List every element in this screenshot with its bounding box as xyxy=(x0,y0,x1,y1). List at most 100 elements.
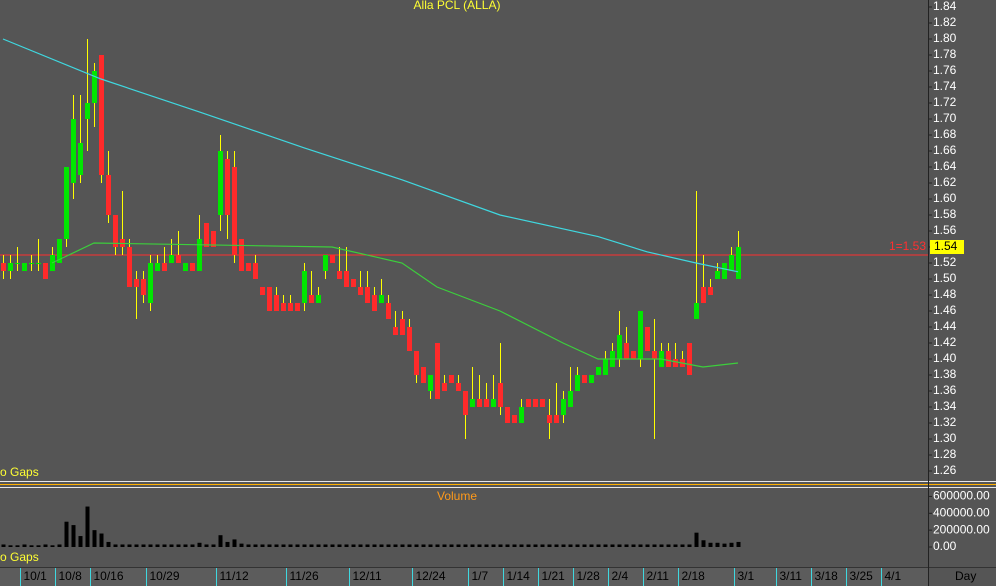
candle-body xyxy=(470,399,475,407)
volume-bar xyxy=(617,544,622,547)
candle-body xyxy=(603,359,608,375)
candle-body xyxy=(379,295,384,303)
candle-body xyxy=(687,343,692,375)
volume-bar xyxy=(540,544,545,547)
volume-bar xyxy=(407,544,412,547)
y-tick-label: 1.68 xyxy=(933,127,957,141)
x-tick-label: 3/18 xyxy=(815,569,839,583)
volume-bar xyxy=(484,544,489,547)
date-axis-strip xyxy=(0,568,928,586)
volume-bar xyxy=(120,544,125,547)
volume-bar xyxy=(512,544,517,547)
x-tick-label: 2/4 xyxy=(612,569,629,583)
volume-bar xyxy=(337,544,342,547)
volume-bar xyxy=(729,542,734,547)
volume-bar xyxy=(1,544,6,547)
volume-bar xyxy=(708,542,713,547)
candle-body xyxy=(533,399,538,407)
candle-body xyxy=(162,263,167,271)
volume-bar xyxy=(456,544,461,547)
candle-body xyxy=(22,263,27,271)
candle-body xyxy=(540,399,545,407)
volume-bar xyxy=(372,544,377,547)
volume-bar xyxy=(8,545,13,547)
y-tick-label: 1.84 xyxy=(933,0,957,13)
candle-body xyxy=(589,375,594,383)
volume-bar xyxy=(218,535,223,547)
x-tick-label: 10/1 xyxy=(24,569,48,583)
volume-bar xyxy=(204,544,209,547)
candle-body xyxy=(281,303,286,311)
candle-body xyxy=(498,383,503,407)
y-tick-label: 1.36 xyxy=(933,383,957,397)
y-tick-label: 1.82 xyxy=(933,15,957,29)
volume-bar xyxy=(113,544,118,547)
volume-bar xyxy=(155,544,160,547)
volume-bar xyxy=(211,544,216,547)
volume-bar xyxy=(554,544,559,547)
volume-bar xyxy=(428,544,433,547)
volume-bar xyxy=(638,544,643,547)
candle-body xyxy=(666,351,671,367)
volume-bar xyxy=(36,545,41,547)
volume-bar xyxy=(666,544,671,547)
volume-bar xyxy=(57,544,62,547)
candle-body xyxy=(442,383,447,391)
y-tick-label: 600000.00 xyxy=(933,489,990,503)
y-tick-label: 1.60 xyxy=(933,191,957,205)
candle-body xyxy=(715,271,720,279)
volume-title: Volume xyxy=(437,489,477,503)
candle-body xyxy=(8,263,13,271)
volume-bar xyxy=(127,544,132,547)
volume-bar xyxy=(400,544,405,547)
y-tick-label: 1.52 xyxy=(933,255,957,269)
candle-body xyxy=(267,287,272,311)
candle-body xyxy=(575,375,580,391)
candle-body xyxy=(148,263,153,303)
x-tick-label: 1/7 xyxy=(472,569,489,583)
volume-bar xyxy=(442,544,447,547)
volume-bar xyxy=(99,533,104,547)
gaps-note: o Gaps xyxy=(0,550,39,564)
candle-body xyxy=(288,303,293,311)
candle-body xyxy=(673,359,678,367)
volume-bar xyxy=(673,544,678,547)
candle-body xyxy=(645,327,650,351)
volume-bar xyxy=(463,544,468,547)
volume-bar xyxy=(659,544,664,547)
candle-body xyxy=(701,287,706,303)
volume-bar xyxy=(253,544,258,547)
candle-body xyxy=(176,255,181,263)
y-tick-label: 1.78 xyxy=(933,47,957,61)
candle-body xyxy=(316,295,321,303)
volume-bar xyxy=(183,544,188,547)
candle-body xyxy=(722,263,727,279)
y-tick-label: 1.30 xyxy=(933,431,957,445)
candle-body xyxy=(582,375,587,383)
volume-bar xyxy=(603,544,608,547)
candle-body xyxy=(736,247,741,279)
volume-bar xyxy=(547,544,552,547)
volume-bar xyxy=(344,544,349,547)
volume-bar xyxy=(288,544,293,547)
candle-body xyxy=(218,151,223,215)
y-tick-label: 1.26 xyxy=(933,463,957,477)
candle-body xyxy=(204,223,209,247)
candle-body xyxy=(330,255,335,263)
volume-bar xyxy=(491,544,496,547)
candle-body xyxy=(253,263,258,279)
candle-body xyxy=(477,399,482,407)
volume-bar xyxy=(274,544,279,547)
volume-bar xyxy=(568,544,573,547)
candle-body xyxy=(505,407,510,423)
y-tick-label: 1.40 xyxy=(933,351,957,365)
x-tick-label: 3/1 xyxy=(738,569,755,583)
reference-label: 1=1.53 xyxy=(889,239,926,253)
volume-bar xyxy=(365,544,370,547)
volume-bar xyxy=(358,544,363,547)
volume-bar xyxy=(22,544,27,547)
volume-bar xyxy=(323,544,328,547)
volume-bar xyxy=(141,544,146,547)
candle-body xyxy=(365,287,370,303)
y-tick-label: 200000.00 xyxy=(933,522,990,536)
